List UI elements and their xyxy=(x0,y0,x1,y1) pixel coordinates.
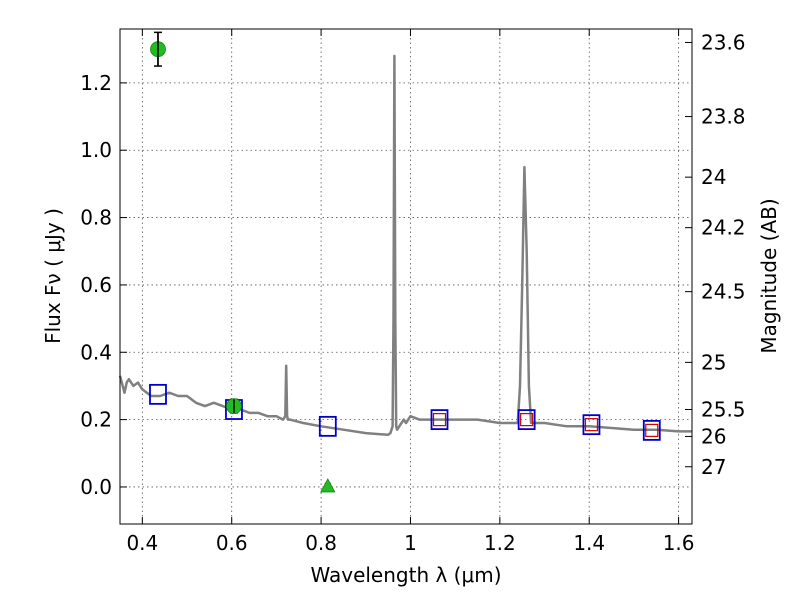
band-marker-point xyxy=(520,413,534,427)
right-tick-label: 25 xyxy=(701,350,726,374)
model-photometry-point xyxy=(517,409,536,431)
right-tick-label: 24.5 xyxy=(701,280,746,304)
right-tick-label: 25.5 xyxy=(701,398,746,422)
model-photometry-point xyxy=(642,419,661,441)
spectrum-line xyxy=(118,54,692,437)
y-tick-label: 0.8 xyxy=(80,206,112,230)
x-tick-label: 0.4 xyxy=(126,531,158,555)
band-marker-point xyxy=(645,423,659,437)
upper-limit-point xyxy=(320,478,336,493)
x-tick-label: 1.6 xyxy=(663,531,695,555)
model-photometry-point xyxy=(582,414,601,436)
plot-frame xyxy=(119,28,693,525)
band-marker-point xyxy=(432,413,447,427)
y-tick-label: 1.2 xyxy=(80,71,112,95)
band-marker-point xyxy=(584,418,599,432)
x-tick-label: 1 xyxy=(404,531,417,555)
model-photometry-point xyxy=(430,409,449,431)
axes: 0.4 0.6 0.8 1 1.2 1.4 1.6 0.0 0.2 0.4 0.6 0.8 1.0 1.2… xyxy=(80,29,746,555)
x-tick-label: 1.2 xyxy=(484,531,516,555)
right-axis-label: Magnitude (AB) xyxy=(757,198,781,353)
x-tick-label: 0.6 xyxy=(216,531,248,555)
y-tick-label: 0.4 xyxy=(80,340,112,364)
right-tick-label: 26 xyxy=(701,424,726,448)
y-tick-label: 0.6 xyxy=(80,273,112,297)
grid xyxy=(120,29,692,524)
y-tick-label: 0.0 xyxy=(80,475,112,499)
right-tick-label: 23.6 xyxy=(701,30,746,54)
x-axis-label: Wavelength λ (μm) xyxy=(310,563,501,587)
data-layer xyxy=(118,31,692,493)
model-photometry-point xyxy=(318,415,337,437)
right-tick-label: 27 xyxy=(701,455,726,479)
y-tick-label: 1.0 xyxy=(80,138,112,162)
model-photometry-point xyxy=(149,383,167,405)
y-axis-label: Flux Fν ( μJy ) xyxy=(41,208,65,344)
right-tick-label: 23.8 xyxy=(701,105,746,129)
y-tick-label: 0.2 xyxy=(80,408,112,432)
right-tick-label: 24.2 xyxy=(701,216,746,240)
x-tick-label: 1.4 xyxy=(573,531,605,555)
x-tick-label: 0.8 xyxy=(305,531,337,555)
right-tick-label: 24 xyxy=(701,165,726,189)
